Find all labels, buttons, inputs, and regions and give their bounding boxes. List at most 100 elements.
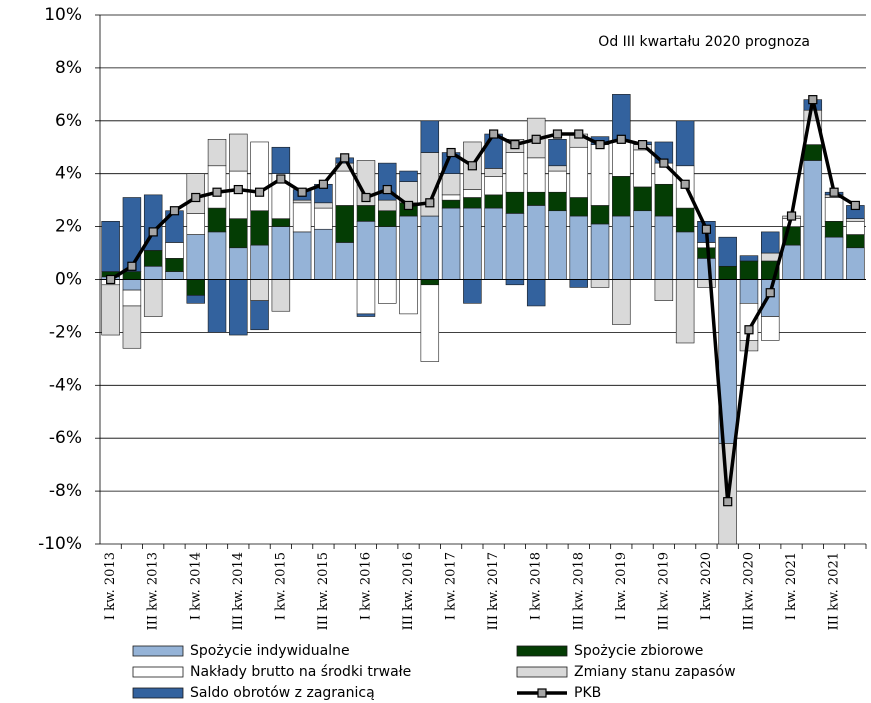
bar [718, 236, 737, 267]
bar [761, 252, 780, 262]
bar [526, 205, 546, 280]
bar [250, 244, 269, 280]
bar [186, 295, 205, 304]
bar [335, 205, 354, 243]
bar [633, 186, 652, 212]
bar [335, 242, 354, 280]
legend-swatch [132, 666, 184, 678]
y-tick-label: 4% [55, 164, 82, 184]
bar [378, 226, 397, 280]
bar [761, 279, 780, 317]
marker [489, 129, 499, 139]
marker [425, 198, 435, 208]
bar [526, 191, 546, 206]
bar [356, 279, 376, 315]
bar [505, 152, 525, 193]
y-tick-label: 0% [55, 270, 82, 290]
bar [761, 231, 780, 254]
bar [675, 231, 695, 280]
legend-swatch [132, 687, 184, 699]
marker [276, 174, 286, 184]
bar [803, 144, 823, 161]
marker [340, 153, 350, 163]
marker [446, 147, 456, 158]
bar [378, 199, 397, 212]
y-tick-label: -10% [38, 534, 82, 554]
bar [505, 213, 525, 280]
bar [697, 258, 716, 280]
x-tick-label: III kw. 2019 [656, 552, 671, 630]
bar [399, 279, 418, 315]
bar [782, 244, 801, 280]
bar [633, 149, 652, 188]
marker [637, 140, 648, 150]
bar [590, 223, 610, 280]
legend-label: PKB [574, 685, 601, 701]
bar [761, 316, 780, 341]
bar [612, 176, 631, 217]
x-tick-label: III kw. 2017 [486, 552, 501, 630]
legend-label: Zmiany stanu zapasów [574, 664, 736, 680]
bar [314, 228, 333, 280]
bar [292, 202, 312, 233]
bar [633, 210, 652, 280]
bar [229, 279, 248, 336]
x-tick-label: I kw. 2021 [784, 552, 799, 620]
marker [829, 187, 839, 197]
bar [718, 265, 737, 280]
bar [101, 284, 120, 336]
marker [659, 158, 669, 168]
bar [122, 289, 142, 307]
marker [786, 211, 797, 221]
bar [463, 207, 482, 280]
bar [207, 207, 227, 233]
legend-swatch [516, 666, 568, 678]
y-tick-label: 2% [55, 217, 82, 237]
bar [122, 197, 142, 272]
x-tick-label: I kw. 2018 [529, 552, 544, 620]
bar [271, 146, 291, 175]
annotation: Od III kwartału 2020 prognoza [598, 34, 810, 50]
marker [701, 224, 712, 234]
bar [143, 250, 163, 267]
legend-label: Saldo obrotów z zagranicą [190, 685, 375, 701]
marker [212, 187, 222, 197]
marker [850, 200, 860, 211]
bar [484, 176, 503, 196]
bar [420, 284, 440, 362]
marker [723, 497, 733, 507]
bar [229, 247, 248, 280]
marker [765, 288, 775, 298]
marker [510, 140, 520, 150]
bar [356, 221, 376, 280]
y-tick-label: -8% [49, 481, 82, 501]
x-tick-label: I kw. 2016 [358, 552, 373, 620]
bar [463, 197, 482, 209]
marker [318, 179, 329, 189]
bar [229, 133, 248, 172]
bar [548, 170, 567, 193]
x-tick-label: III kw. 2020 [741, 552, 756, 630]
bar [739, 260, 759, 280]
x-tick-label: I kw. 2019 [614, 552, 629, 620]
legend-swatch [516, 645, 568, 657]
bar [526, 279, 546, 307]
bar [420, 279, 440, 286]
bar [846, 218, 865, 222]
bar [824, 236, 844, 280]
bar [250, 279, 269, 301]
bar [229, 218, 248, 249]
bar [654, 183, 674, 217]
bar [207, 165, 227, 209]
bar [484, 133, 503, 169]
marker [382, 184, 392, 195]
bar [441, 199, 461, 209]
bar [548, 139, 567, 167]
bar [271, 218, 291, 227]
bar [739, 255, 759, 262]
bar [803, 160, 823, 280]
bar [399, 170, 418, 182]
x-tick-label: III kw. 2014 [231, 552, 246, 630]
legend-marker [537, 688, 547, 698]
